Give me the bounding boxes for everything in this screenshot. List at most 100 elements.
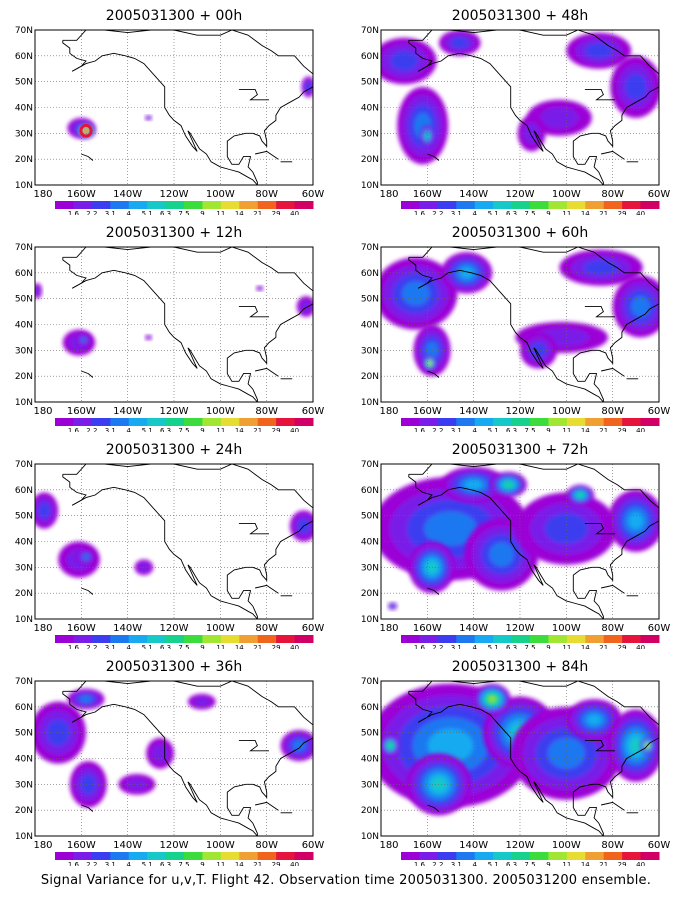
colorbar-swatch xyxy=(257,635,277,643)
colorbar-label: 3.1 xyxy=(451,861,462,866)
y-tick-label: 10N xyxy=(15,832,33,842)
colorbar-swatch xyxy=(511,418,531,426)
y-tick-label: 30N xyxy=(361,563,379,573)
colorbar-label: 21 xyxy=(599,644,608,649)
x-tick-label: 100W xyxy=(552,189,581,200)
colorbar-label: 9 xyxy=(200,861,204,866)
y-tick-label: 10N xyxy=(361,615,379,625)
colorbar-swatch xyxy=(511,852,531,860)
x-tick-label: 160W xyxy=(413,623,442,634)
colorbar-swatch xyxy=(110,201,130,209)
map-grid xyxy=(35,464,313,619)
coastline xyxy=(62,464,313,619)
colorbar-label: 2.2 xyxy=(432,427,443,432)
panel-title: 2005031300 + 36h xyxy=(106,659,242,675)
colorbar-swatch xyxy=(184,201,203,209)
variance-blob xyxy=(35,701,86,764)
colorbar-label: 7.5 xyxy=(178,427,189,432)
colorbar-swatch xyxy=(110,635,130,643)
colorbar-swatch xyxy=(474,418,494,426)
map-panel: 2005031300 + 60h 10N 20N 30N 40N 50N 60N 70N 180… xyxy=(346,217,676,432)
map-panel: 2005031300 + 00h 10N 20N 30N 40N 50N 60N 70N 180… xyxy=(0,0,330,215)
colorbar-swatch xyxy=(276,418,296,426)
colorbar-swatch xyxy=(622,635,642,643)
variance-blob xyxy=(187,693,216,710)
colorbar-label: 29 xyxy=(272,861,281,866)
x-tick-label: 180 xyxy=(379,840,398,851)
colorbar-swatch xyxy=(493,418,513,426)
colorbar-label: 1.6 xyxy=(414,861,426,866)
colorbar-swatch xyxy=(91,852,111,860)
colorbar-swatch xyxy=(202,635,222,643)
x-tick-label: 140W xyxy=(113,189,142,200)
x-tick-label: 100W xyxy=(552,623,581,634)
colorbar-swatch xyxy=(474,201,494,209)
coastline xyxy=(408,464,659,619)
colorbar-label: 14 xyxy=(235,861,244,866)
colorbar-swatch xyxy=(640,201,660,209)
colorbar-swatch xyxy=(640,635,660,643)
colorbar-swatch xyxy=(419,418,439,426)
map-chart: 2005031300 + 72h 10N 20N 30N 40N 50N 60N 70N 180… xyxy=(361,442,671,649)
variance-blob xyxy=(280,730,313,762)
colorbar-label: 6.3 xyxy=(160,861,171,866)
colorbar-label: 2.2 xyxy=(432,210,443,215)
colorbar-swatch xyxy=(239,635,259,643)
colorbar-label: 5.1 xyxy=(142,861,153,866)
colorbar-label: 4 xyxy=(472,644,477,649)
x-tick-label: 120W xyxy=(160,406,189,417)
colorbar-swatch xyxy=(128,418,148,426)
colorbar-label: 7.5 xyxy=(178,210,189,215)
colorbar-swatch xyxy=(276,635,296,643)
x-tick-label: 60W xyxy=(648,623,671,634)
colorbar-swatch xyxy=(548,201,568,209)
colorbar-swatch xyxy=(548,852,568,860)
colorbar-label: 6.3 xyxy=(506,644,517,649)
y-tick-label: 10N xyxy=(15,181,33,191)
x-tick-label: 80W xyxy=(255,406,278,417)
x-tick-label: 180 xyxy=(379,623,398,634)
colorbar-swatch xyxy=(110,852,130,860)
x-tick-label: 140W xyxy=(459,406,488,417)
colorbar-swatch xyxy=(294,201,314,209)
colorbar-label: 1.6 xyxy=(414,210,426,215)
variance-blob xyxy=(67,688,105,710)
x-tick-label: 160W xyxy=(413,406,442,417)
colorbar-swatch xyxy=(511,201,531,209)
colorbar-label: 14 xyxy=(581,210,590,215)
x-tick-label: 100W xyxy=(206,189,235,200)
variance-blob xyxy=(515,492,618,565)
variance-blob xyxy=(35,492,59,529)
x-tick-label: 160W xyxy=(67,840,96,851)
x-tick-label: 120W xyxy=(160,840,189,851)
colorbar-label: 3.1 xyxy=(451,644,462,649)
variance-blob xyxy=(566,32,632,69)
colorbar-swatch xyxy=(603,852,623,860)
colorbar-label: 4 xyxy=(126,644,131,649)
colorbar-swatch xyxy=(128,635,148,643)
y-tick-label: 40N xyxy=(15,538,33,548)
colorbar-label: 5.1 xyxy=(488,644,499,649)
variance-blob xyxy=(256,285,264,291)
colorbar-swatch xyxy=(437,201,457,209)
colorbar-swatch xyxy=(202,418,222,426)
colorbar-label: 14 xyxy=(581,861,590,866)
y-tick-label: 20N xyxy=(15,372,33,382)
y-tick-label: 60N xyxy=(15,269,33,279)
colorbar-label: 40 xyxy=(290,644,299,649)
colorbar-swatch xyxy=(110,418,130,426)
colorbar-label: 6.3 xyxy=(160,210,171,215)
colorbar-swatch xyxy=(202,201,222,209)
y-tick-label: 60N xyxy=(361,52,379,62)
colorbar-label: 29 xyxy=(618,210,627,215)
variance-blob xyxy=(610,55,659,118)
y-tick-label: 20N xyxy=(361,589,379,599)
y-tick-label: 70N xyxy=(15,460,33,470)
colorbar-swatch xyxy=(585,852,605,860)
colorbar-swatch xyxy=(55,418,74,426)
panel-title: 2005031300 + 72h xyxy=(452,442,588,458)
colorbar-label: 4 xyxy=(472,210,477,215)
variance-blob xyxy=(441,252,493,294)
y-tick-label: 30N xyxy=(15,346,33,356)
coastline xyxy=(408,30,659,185)
